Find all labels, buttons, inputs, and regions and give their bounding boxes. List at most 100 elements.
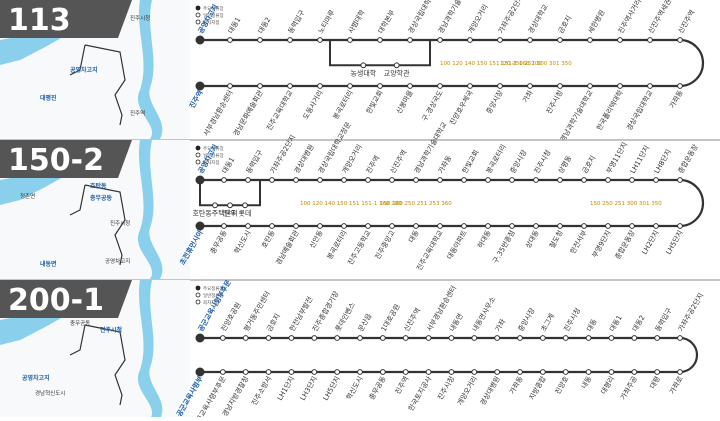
stop-dot	[377, 83, 383, 89]
stop-dot	[494, 335, 501, 341]
stop-dot	[608, 369, 615, 375]
stop-dot	[533, 223, 539, 229]
stop-dot	[311, 335, 318, 341]
legend-text: 주요정류장	[203, 5, 224, 12]
legend-dot	[195, 285, 201, 291]
transfer-note: 150 160 250 251 253 360	[380, 201, 452, 207]
map-label-key: 진주시청	[100, 326, 122, 334]
stop-dot	[407, 83, 413, 89]
stop-dot	[265, 369, 272, 375]
stop-dot	[317, 177, 323, 183]
stop-dot	[647, 83, 653, 89]
stop-dot	[393, 62, 400, 69]
stop-dot	[677, 37, 683, 43]
stop-dot	[677, 177, 683, 183]
legend-dot	[195, 292, 201, 298]
branch-stop: 농생대학	[350, 68, 376, 77]
stop-dot	[269, 223, 275, 229]
stop-dot	[461, 177, 467, 183]
stop-dot	[539, 335, 546, 341]
stop-dot	[562, 369, 569, 375]
stop-dot	[413, 177, 419, 183]
stop-dot	[389, 223, 395, 229]
stop-dot	[605, 177, 611, 183]
stop-dot	[288, 369, 295, 375]
stop-dot	[227, 37, 233, 43]
route-number: 113	[8, 3, 71, 38]
stop-dot	[677, 83, 683, 89]
stop-dot	[509, 177, 515, 183]
stop-dot	[617, 83, 623, 89]
stop-dot	[437, 37, 443, 43]
map-label: 진주시청	[130, 14, 150, 22]
stop-dot	[471, 369, 478, 375]
stop-dot	[365, 223, 371, 229]
stop-dot	[494, 369, 501, 375]
map-label-key: 대평진	[40, 94, 57, 102]
stop-dot	[654, 369, 661, 375]
stop-dot	[219, 369, 226, 375]
branch-stop: 호탄동주택단지	[192, 208, 237, 217]
stop-dot	[527, 83, 533, 89]
stop-dot	[517, 369, 523, 375]
stop-dot	[347, 37, 353, 43]
stop-dot	[631, 369, 638, 375]
stop-dot	[317, 37, 323, 43]
legend-text: 회차지점	[203, 299, 220, 306]
branch-stop: 롯데	[239, 209, 252, 217]
stop-dot	[227, 83, 233, 89]
transfer-note: 120 250 251 300 301 350	[500, 61, 572, 67]
stop-dot	[557, 177, 563, 183]
legend-dot	[195, 19, 201, 25]
stop-dot	[587, 83, 593, 89]
stop-dot	[221, 223, 227, 229]
stop-dot	[242, 202, 248, 209]
stop-dot	[413, 223, 419, 229]
stop-dot	[287, 37, 293, 43]
stop-dot	[425, 335, 432, 341]
stop-dot	[195, 81, 205, 91]
river	[137, 140, 163, 279]
stop-dot	[509, 223, 515, 229]
map-label-key: 공영차고지	[70, 66, 98, 74]
stop-dot	[629, 223, 635, 229]
stop-dot	[334, 335, 341, 341]
stop-dot	[219, 335, 226, 341]
stop-dot	[311, 369, 318, 375]
stop-dot	[585, 369, 592, 375]
legend-text: 일반정류장	[203, 152, 224, 159]
stop-dot	[677, 335, 683, 341]
stop-dot	[288, 335, 295, 341]
stop-dot	[195, 221, 205, 231]
stop-dot	[653, 223, 659, 229]
stop-dot	[317, 223, 323, 229]
stop-dot	[242, 335, 249, 341]
map-label-key: 공영차고지	[22, 374, 50, 382]
stop-dot	[654, 335, 661, 341]
stop-dot	[402, 369, 409, 375]
stop-dot	[221, 177, 227, 183]
route-line	[200, 178, 705, 228]
route-tab	[0, 0, 132, 38]
stop-dot	[585, 335, 592, 341]
legend-text: 일반정류장	[203, 292, 224, 299]
stop-dot	[341, 223, 347, 229]
stop-dot	[360, 62, 367, 69]
stop-dot	[379, 369, 386, 375]
map-label: 충무공동	[70, 319, 90, 327]
stop-dot	[379, 335, 386, 341]
legend-text: 주요정류장	[203, 285, 224, 292]
stop-dot	[389, 177, 395, 183]
route-tab	[0, 280, 132, 318]
map-label: 정촌면	[20, 192, 35, 200]
stop-dot	[365, 177, 371, 183]
stop-dot	[317, 83, 323, 89]
stop-dot	[257, 37, 263, 43]
legend-dot	[195, 145, 201, 151]
stop-dot	[377, 37, 383, 43]
transfer-note: 100 120 140 150 151 151-1 160 200	[440, 61, 542, 67]
stop-dot	[293, 177, 299, 183]
